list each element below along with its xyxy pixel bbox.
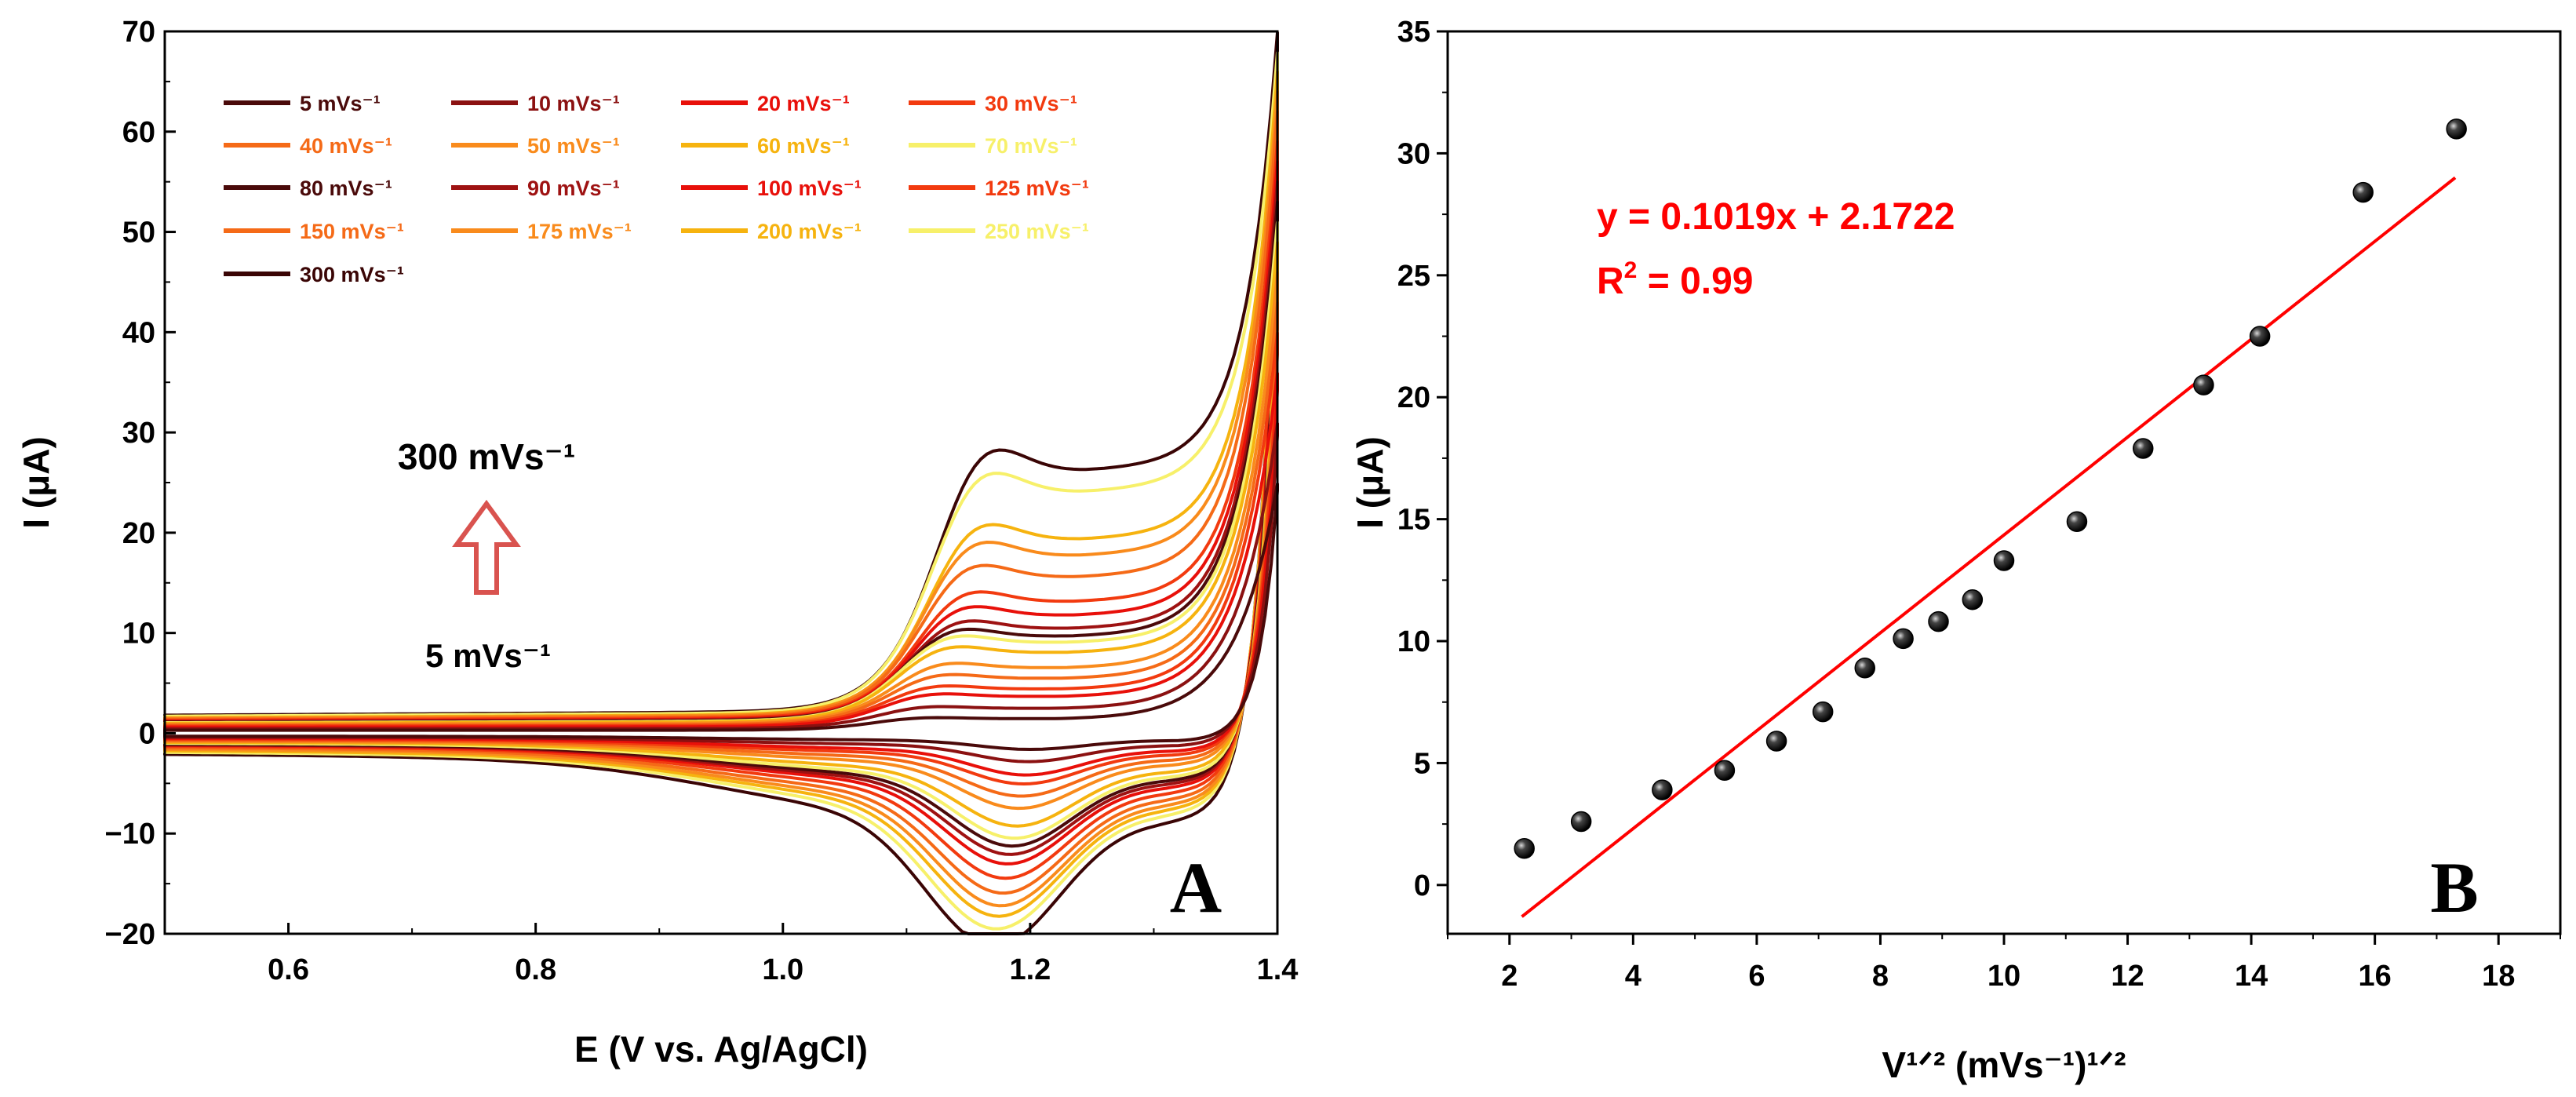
scatter-point: [1993, 550, 2015, 571]
y-tick-label: 0: [1414, 869, 1430, 902]
annotation-bottom: 5 mVs⁻¹: [425, 637, 551, 674]
y-tick-label: 20: [1397, 381, 1430, 414]
scatter-point: [1854, 657, 1875, 679]
scatter-point: [1893, 628, 1914, 650]
scatter-point: [1765, 731, 1787, 752]
x-tick-label: 6: [1748, 960, 1765, 993]
annotation-top: 300 mVs⁻¹: [398, 436, 575, 477]
legend-label: 150 mVs⁻¹: [300, 220, 404, 243]
legend-label: 300 mVs⁻¹: [300, 263, 404, 286]
scatter-point: [1928, 610, 1949, 632]
legend-label: 10 mVs⁻¹: [527, 92, 620, 115]
y-tick-label: 10: [122, 618, 155, 651]
x-tick-label: 10: [1988, 960, 2020, 993]
x-axis: 2 4 6 8 10 12 14 16 18: [1447, 934, 2561, 993]
x-tick-label: 12: [2111, 960, 2144, 993]
panel-b-chart: 2 4 6 8 10 12 14 16 18 0 5 10 15 20 25 30 35 y = 0.1019…: [1350, 16, 2562, 1085]
cv-curves: [163, 31, 1279, 935]
legend-label: 125 mVs⁻¹: [985, 177, 1089, 200]
legend-label: 40 mVs⁻¹: [300, 134, 392, 158]
x-axis-title: E (V vs. Ag/AgCl): [574, 1029, 868, 1070]
x-axis: 0.6 0.8 1.0 1.2 1.4: [164, 923, 1299, 986]
scatter-point: [1570, 811, 1592, 833]
x-tick-label: 1.0: [762, 953, 803, 986]
legend-label: 20 mVs⁻¹: [757, 92, 850, 115]
cv-curve: [163, 482, 1279, 751]
scatter-point: [2193, 374, 2214, 395]
legend-label: 90 mVs⁻¹: [527, 177, 620, 200]
x-tick-label: 14: [2235, 960, 2268, 993]
y-tick-label: 30: [1397, 137, 1430, 170]
panel-a-chart: 5 mVs⁻¹ 10 mVs⁻¹ 20 mVs⁻¹ 30 mVs⁻¹ 40 mVs⁻¹ 5…: [16, 16, 1298, 1070]
scatter-point: [2446, 118, 2467, 140]
scatter-point: [1812, 701, 1834, 723]
y-tick-label: −10: [105, 818, 155, 851]
legend-label: 175 mVs⁻¹: [527, 220, 632, 243]
legend-label: 5 mVs⁻¹: [300, 92, 381, 115]
r-squared-sup: 2: [1624, 257, 1638, 283]
y-axis-title: I (μA): [1350, 436, 1390, 529]
scatter-point: [1652, 779, 1673, 800]
x-tick-label: 4: [1625, 960, 1641, 993]
legend: 5 mVs⁻¹ 10 mVs⁻¹ 20 mVs⁻¹ 30 mVs⁻¹ 40 mVs⁻¹ 5…: [224, 92, 1089, 286]
data-points: [1514, 118, 2467, 859]
scatter-point: [2352, 181, 2374, 203]
legend-label: 250 mVs⁻¹: [985, 220, 1089, 243]
x-tick-label: 0.8: [515, 953, 556, 986]
y-tick-label: 30: [122, 417, 155, 450]
legend-label: 200 mVs⁻¹: [757, 220, 862, 243]
y-tick-label: 50: [122, 217, 155, 250]
x-tick-label: 8: [1872, 960, 1889, 993]
legend-label: 100 mVs⁻¹: [757, 177, 862, 200]
scan-rate-annotation: 300 mVs⁻¹ 5 mVs⁻¹: [398, 436, 575, 674]
y-tick-label: 20: [122, 517, 155, 550]
y-axis-title: I (μA): [16, 436, 56, 529]
fit-equation: y = 0.1019x + 2.1722: [1597, 196, 1955, 238]
legend-label: 50 mVs⁻¹: [527, 134, 620, 158]
r-squared-label: R2 = 0.99: [1597, 257, 1753, 302]
plot-frame: [1446, 30, 2562, 935]
scatter-point: [2249, 326, 2271, 347]
y-axis: 0 5 10 15 20 25 30 35: [1397, 16, 1448, 902]
y-tick-label: 0: [139, 717, 155, 750]
y-tick-label: 5: [1414, 747, 1430, 780]
x-tick-label: 0.6: [268, 953, 309, 986]
x-tick-label: 2: [1501, 960, 1518, 993]
legend-label: 60 mVs⁻¹: [757, 134, 850, 158]
y-tick-label: 70: [122, 16, 155, 49]
y-tick-label: −20: [105, 918, 155, 951]
fit-line: [1521, 176, 2457, 918]
x-tick-label: 16: [2359, 960, 2392, 993]
x-tick-label: 18: [2482, 960, 2515, 993]
panel-label: B: [2430, 847, 2478, 928]
x-tick-label: 1.4: [1257, 953, 1299, 986]
y-tick-label: 15: [1397, 504, 1430, 537]
y-tick-label: 60: [122, 116, 155, 149]
y-tick-label: 25: [1397, 260, 1430, 293]
legend-label: 80 mVs⁻¹: [300, 177, 392, 200]
y-tick-label: 35: [1397, 16, 1430, 49]
up-arrow-icon: [452, 499, 521, 595]
x-axis-title: V¹ᐟ² (mVs⁻¹)¹ᐟ²: [1882, 1044, 2126, 1085]
r-squared-r: R: [1597, 261, 1624, 302]
legend-label: 30 mVs⁻¹: [985, 92, 1077, 115]
x-tick-label: 1.2: [1009, 953, 1051, 986]
r-squared-value: = 0.99: [1637, 261, 1753, 302]
y-axis: −20 −10 0 10 20 30 40 50 60 70: [105, 16, 176, 951]
y-tick-label: 10: [1397, 625, 1430, 658]
scatter-point: [1514, 837, 1535, 859]
scatter-point: [1714, 760, 1736, 782]
legend-label: 70 mVs⁻¹: [985, 134, 1077, 158]
panel-label: A: [1170, 847, 1222, 928]
scatter-point: [1962, 589, 1984, 610]
scatter-point: [2133, 438, 2154, 459]
scatter-point: [2066, 511, 2088, 532]
y-tick-label: 40: [122, 316, 155, 349]
